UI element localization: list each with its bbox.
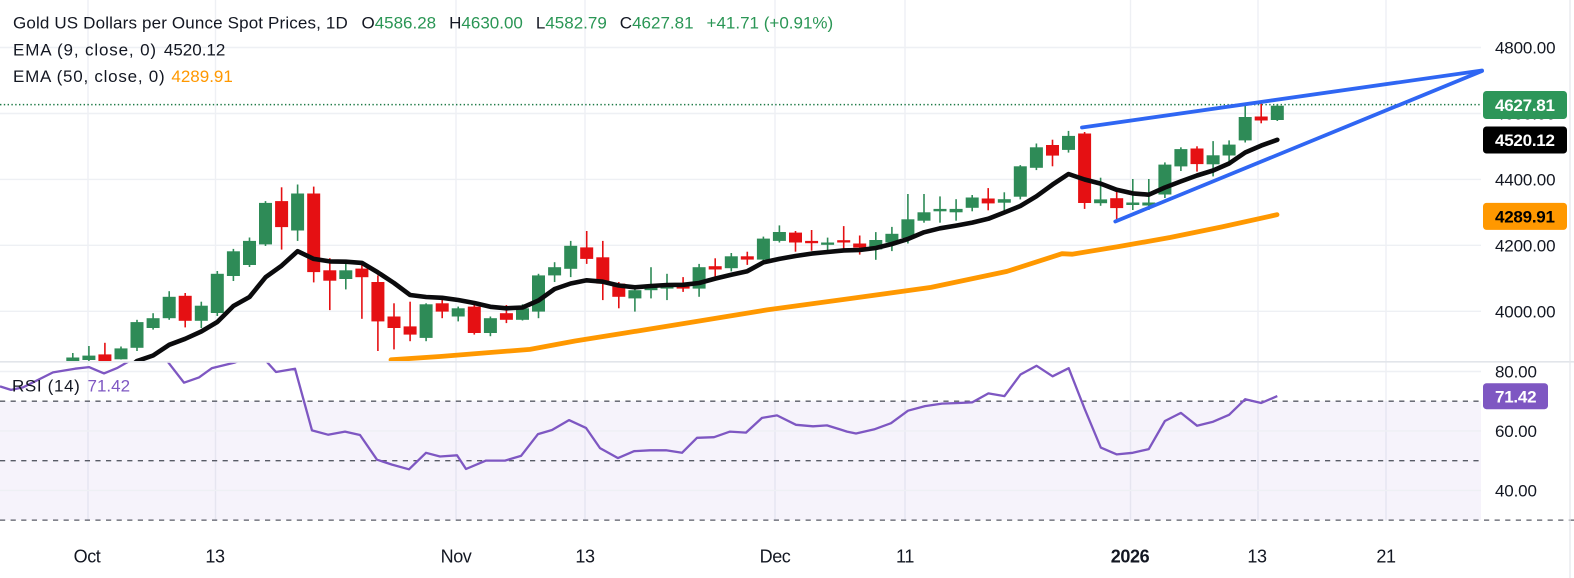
svg-text:40.00: 40.00 <box>1495 482 1537 501</box>
svg-text:60.00: 60.00 <box>1495 422 1537 441</box>
svg-text:4627.81: 4627.81 <box>1495 96 1555 115</box>
svg-text:4400.00: 4400.00 <box>1495 171 1555 190</box>
svg-text:11: 11 <box>896 547 914 567</box>
svg-text:Nov: Nov <box>441 547 472 567</box>
svg-text:EMA (9, close, 0)4520.12: EMA (9, close, 0) 4520.12 <box>13 41 225 60</box>
svg-text:4000.00: 4000.00 <box>1495 303 1555 322</box>
svg-text:Oct: Oct <box>74 547 101 567</box>
svg-text:2026: 2026 <box>1111 547 1150 567</box>
svg-text:4289.91: 4289.91 <box>1495 208 1555 227</box>
svg-text:13: 13 <box>575 547 595 567</box>
svg-text:4200.00: 4200.00 <box>1495 237 1555 256</box>
svg-text:13: 13 <box>205 547 225 567</box>
svg-text:4800.00: 4800.00 <box>1495 39 1555 58</box>
svg-text:21: 21 <box>1376 547 1396 567</box>
svg-text:80.00: 80.00 <box>1495 363 1537 382</box>
svg-text:Gold US Dollars per Ounce Spot: Gold US Dollars per Ounce Spot Prices, 1… <box>13 14 833 33</box>
svg-text:71.42: 71.42 <box>1495 387 1536 406</box>
svg-text:4520.12: 4520.12 <box>1495 131 1555 150</box>
svg-text:RSI (14)71.42: RSI (14) 71.42 <box>12 377 130 396</box>
svg-text:EMA (50, close, 0)4289.91: EMA (50, close, 0) 4289.91 <box>13 67 233 86</box>
svg-text:Dec: Dec <box>760 547 791 567</box>
svg-text:13: 13 <box>1247 547 1267 567</box>
